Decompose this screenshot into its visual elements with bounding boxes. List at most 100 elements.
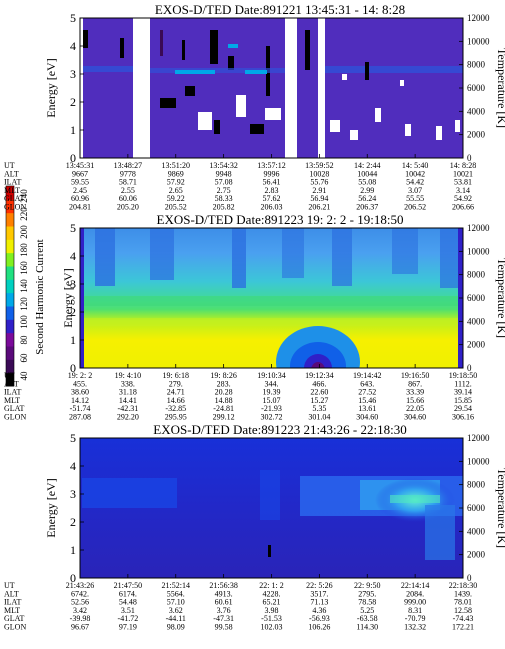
table-cell: 57.10 [167, 598, 185, 607]
row-label: ALT [4, 169, 19, 178]
y2-tick-label: 10000 [467, 246, 490, 256]
table-cell: -44.11 [166, 614, 186, 623]
table-cell: 205.52 [165, 203, 187, 212]
table-cell: 4.36 [312, 606, 326, 615]
table-cell: 643. [360, 379, 374, 388]
table-cell: -24.81 [213, 404, 234, 413]
y2-tick-label: 8000 [467, 270, 486, 280]
table-cell: 172.21 [452, 623, 474, 632]
table-cell: 14.66 [167, 396, 185, 405]
y-tick-label: 0 [70, 571, 76, 585]
table-cell: 58.33 [215, 194, 233, 203]
row-label: UT [4, 161, 15, 170]
table-cell: 97.19 [119, 623, 137, 632]
table-cell: 302.72 [261, 413, 283, 422]
table-cell: 78.58 [358, 598, 376, 607]
table-cell: -56.93 [309, 614, 330, 623]
table-cell: 299.12 [213, 413, 235, 422]
y2-tick-label: 8000 [467, 480, 486, 490]
table-cell: 8.31 [408, 606, 422, 615]
y2-tick-label: 2000 [467, 550, 486, 560]
y2-tick-label: 0 [467, 153, 472, 163]
y2-tick-label: 2000 [467, 130, 486, 140]
y2-tick-label: 0 [467, 363, 472, 373]
panel-2-y2label: Temperature [K] [495, 258, 505, 338]
table-cell: 304.60 [356, 413, 378, 422]
panel-1-spectrogram [80, 18, 463, 158]
colorbar-tick-label: 80 [19, 335, 29, 345]
panel-2: EXOS-D/TED Date:891223 19: 2: 2 - 19:18:… [4, 212, 505, 422]
table-cell: 56.94 [310, 194, 328, 203]
y-tick-label: 0 [70, 361, 76, 375]
table-cell: 3.07 [408, 186, 422, 195]
panel-2-ylabel: Energy [eV] [61, 268, 75, 327]
table-cell: 9996 [264, 169, 280, 178]
y-tick-label: 4 [70, 249, 76, 263]
y2-tick-label: 4000 [467, 316, 486, 326]
table-cell: 205.20 [117, 203, 139, 212]
row-label: ILAT [4, 178, 21, 187]
table-cell: 304.60 [404, 413, 426, 422]
panel-3: EXOS-D/TED Date:891223 21:43:26 - 22:18:… [4, 422, 505, 632]
panel-3-y2label: Temperature [K] [495, 468, 505, 548]
table-cell: 55.55 [406, 194, 424, 203]
table-cell: 14.88 [215, 396, 233, 405]
table-cell: 22: 1: 2 [259, 581, 283, 590]
colorbar-tick-label: 220 [19, 207, 29, 221]
colorbar-segment [6, 346, 14, 360]
table-cell: 54.48 [119, 598, 137, 607]
table-cell: 3.98 [265, 606, 279, 615]
colorbar-segment [6, 252, 14, 267]
y-tick-label: 4 [70, 39, 76, 53]
table-cell: -42.31 [118, 404, 139, 413]
table-cell: 292.20 [117, 413, 139, 422]
table-cell: -70.79 [405, 614, 426, 623]
table-cell: 99.58 [215, 623, 233, 632]
table-cell: 5564. [167, 589, 185, 598]
table-cell: 96.67 [71, 623, 89, 632]
table-cell: 206.37 [356, 203, 378, 212]
table-cell: 14: 5:40 [402, 161, 428, 170]
table-cell: 24.71 [167, 388, 185, 397]
y-tick-label: 3 [70, 67, 76, 81]
table-cell: -47.31 [213, 614, 234, 623]
table-cell: 10042 [405, 169, 425, 178]
table-cell: 344. [265, 379, 279, 388]
row-label: MLT [4, 186, 20, 195]
table-cell: -39.98 [70, 614, 91, 623]
table-cell: 21:56:38 [209, 581, 237, 590]
table-cell: 2.75 [217, 186, 231, 195]
table-cell: 98.09 [167, 623, 185, 632]
table-cell: 102.03 [261, 623, 283, 632]
table-cell: 14: 2:44 [354, 161, 380, 170]
y-tick-label: 3 [70, 277, 76, 291]
panel-1-title: EXOS-D/TED Date:891221 13:45:31 - 14: 8:… [155, 2, 405, 17]
table-cell: 2795. [358, 589, 376, 598]
table-cell: 55.76 [310, 178, 328, 187]
colorbar-segment [6, 212, 14, 227]
table-cell: 14.12 [71, 396, 89, 405]
table-cell: 867. [408, 379, 422, 388]
table-cell: 295.95 [165, 413, 187, 422]
y-tick-label: 2 [70, 95, 76, 109]
table-cell: 13.61 [358, 404, 376, 413]
table-cell: 19.39 [263, 388, 281, 397]
table-cell: 5.25 [360, 606, 374, 615]
table-cell: 13:54:32 [209, 161, 237, 170]
table-cell: 106.26 [308, 623, 330, 632]
y2-tick-label: 0 [467, 573, 472, 583]
table-cell: 13:48:27 [114, 161, 142, 170]
table-cell: 22:14:14 [401, 581, 429, 590]
table-cell: -32.85 [165, 404, 186, 413]
table-cell: 56.41 [263, 178, 281, 187]
panel-3-spectrogram [80, 438, 463, 578]
table-cell: 57.62 [263, 194, 281, 203]
table-cell: 10028 [309, 169, 329, 178]
table-cell: 12.58 [454, 606, 472, 615]
table-cell: 58.71 [119, 178, 137, 187]
panel-1: EXOS-D/TED Date:891221 13:45:31 - 14: 8:… [4, 2, 505, 212]
table-cell: 204.81 [69, 203, 91, 212]
table-cell: 2.91 [312, 186, 326, 195]
table-cell: 466. [312, 379, 326, 388]
y2-tick-label: 6000 [467, 293, 486, 303]
